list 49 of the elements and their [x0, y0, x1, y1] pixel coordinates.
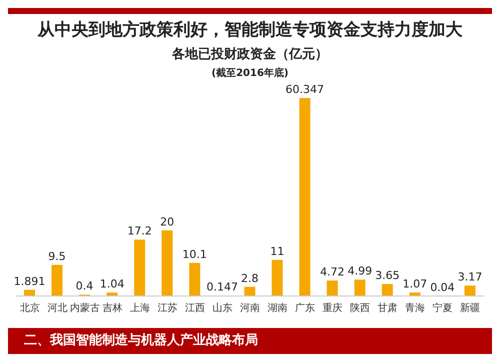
text: 二、我国智能制造与机器人产业战略布局 — [8, 328, 492, 354]
x-tick-label: 山东 — [212, 302, 232, 314]
bar — [272, 260, 283, 296]
bar — [382, 284, 393, 296]
x-tick-label: 吉林 — [102, 302, 122, 314]
x-tick-label: 江西 — [184, 302, 205, 314]
x-tick-label: 北京 — [20, 302, 40, 314]
data-label: 20 — [160, 215, 174, 228]
bar — [244, 286, 256, 296]
bar — [162, 230, 173, 296]
data-label: 3.17 — [458, 270, 482, 284]
bar — [134, 240, 146, 296]
bar — [354, 280, 366, 296]
data-label: 4.99 — [348, 264, 372, 278]
data-label: 4.72 — [320, 266, 345, 279]
x-tick-label: 内蒙古 — [70, 302, 100, 314]
text: (截至2016年底) — [210, 66, 290, 80]
data-label: 2.8 — [240, 272, 258, 285]
data-label: 1.04 — [100, 278, 124, 291]
x-tick-label: 广东 — [295, 302, 316, 314]
bar — [464, 286, 476, 296]
data-label: 17.2 — [127, 224, 152, 238]
data-label: 0.147 — [206, 280, 238, 294]
x-tick-label: 湖南 — [268, 302, 288, 314]
data-label: 10.1 — [182, 248, 207, 261]
data-label: 11 — [270, 244, 284, 258]
bar — [326, 280, 338, 296]
bar — [299, 98, 310, 296]
data-label: 60.347 — [286, 83, 324, 96]
data-label: 0.4 — [76, 280, 94, 293]
bar — [189, 262, 200, 296]
data-label: 0.04 — [430, 280, 455, 294]
x-tick-label: 甘肃 — [378, 302, 398, 314]
x-tick-label: 上海 — [130, 302, 150, 314]
x-tick-label: 河北 — [47, 302, 68, 314]
data-label: 1.07 — [402, 277, 428, 290]
x-tick-label: 陕西 — [350, 302, 370, 314]
chart-title: 从中央到地方政策利好，智能制造专项资金支持力度加大 — [36, 19, 464, 41]
bar — [52, 264, 63, 296]
x-tick-label: 江苏 — [157, 302, 178, 314]
x-tick-label: 青海 — [405, 302, 426, 314]
data-label: 9.5 — [48, 250, 66, 263]
x-tick-label: 宁夏 — [432, 302, 453, 314]
data-label: 1.891 — [14, 274, 46, 288]
data-label: 3.65 — [375, 269, 400, 282]
x-tick-label: 重庆 — [322, 302, 343, 314]
x-tick-label: 河南 — [240, 302, 260, 314]
chart-subtitle: 各地已投财政资金（亿元） — [171, 46, 329, 63]
x-tick-label: 新疆 — [460, 302, 480, 314]
